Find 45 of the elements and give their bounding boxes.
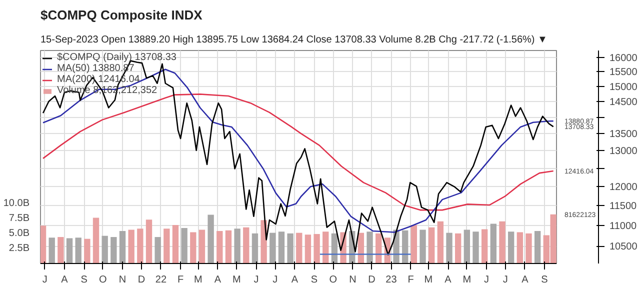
y-tick-label: 15500 (610, 67, 638, 78)
y-tick-label: 13500 (610, 129, 638, 140)
chart-title: $COMPQ Composite INDX (40, 8, 203, 22)
x-tick-label: S (310, 274, 318, 286)
x-tick-label: M (194, 274, 202, 286)
y-tick-label: 11500 (610, 200, 638, 212)
x-tick-label: A (522, 274, 529, 286)
x-tick-label: M (462, 274, 472, 286)
x-tick-label: S (80, 274, 88, 286)
x-tick-label: 22 (155, 274, 167, 286)
y-tick-label: 10500 (610, 242, 638, 253)
x-tick-label: O (99, 274, 108, 286)
x-tick-label: O (329, 274, 338, 286)
x-tick-label: D (368, 274, 376, 286)
x-tick-label: A (291, 274, 298, 286)
y-tick-label: 13000 (610, 146, 638, 157)
x-tick-label: J (254, 274, 259, 286)
y2-tick-label: 10.0B (3, 198, 30, 209)
y-tick-label: 15000 (610, 82, 638, 93)
y2-tick-label: 2.5B (8, 242, 30, 254)
y2-tick-label: 7.5B (8, 212, 30, 224)
y-tick-label: 16000 (610, 52, 638, 64)
x-tick-label: A (61, 274, 68, 286)
x-tick-label: A (444, 274, 452, 286)
x-tick-label: J (484, 274, 489, 286)
x-tick-label: F (177, 274, 184, 286)
x-tick-label: F (408, 274, 414, 286)
y-tick-label: 14500 (610, 97, 638, 108)
x-tick-label: N (118, 274, 126, 286)
x-tick-label: 23 (386, 274, 398, 286)
y-tick-label: 11000 (610, 220, 638, 232)
x-tick-label: M (232, 274, 241, 286)
chart-subtitle: 15-Sep-2023 Open 13889.20 High 13895.75 Low 13684.24 Close 13708.33 Volume 8.2B Chg -217.72 (-1.56%) ▼ (40, 34, 548, 46)
line-series (42, 94, 554, 211)
legend-label: $COMPQ (Daily) 13708.33 (57, 52, 176, 63)
x-tick-label: M (424, 274, 433, 286)
x-tick-label: D (138, 274, 146, 286)
x-tick-label: A (214, 274, 222, 286)
y-tick-label: 12000 (610, 182, 638, 193)
y2-tick-label: 5.0B (8, 228, 30, 239)
x-tick-label: S (541, 274, 548, 286)
x-tick-label: J (502, 274, 508, 286)
x-tick-label: J (42, 274, 48, 286)
x-tick-label: N (349, 274, 356, 286)
x-tick-label: J (272, 274, 278, 286)
